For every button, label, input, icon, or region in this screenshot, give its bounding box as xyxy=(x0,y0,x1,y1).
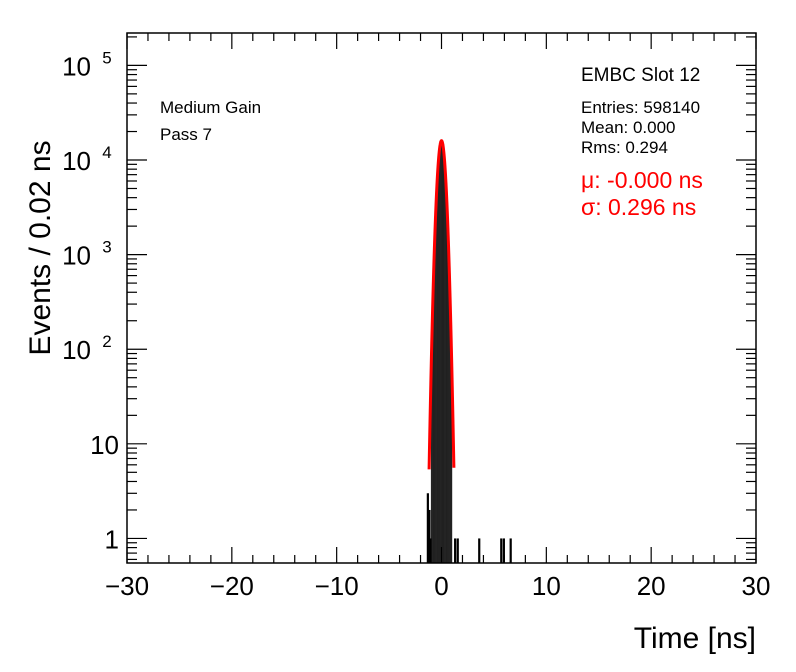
x-axis-title: Time [ns] xyxy=(634,622,756,655)
y-tick-exponent: 3 xyxy=(102,238,111,257)
y-tick-label: 1 xyxy=(105,524,119,554)
x-tick-label: 30 xyxy=(742,571,771,601)
fit-mu: μ: -0.000 ns xyxy=(581,167,703,193)
fit-curve-group xyxy=(427,139,456,470)
x-tick-label: 10 xyxy=(532,571,561,601)
y-tick-label: 10 xyxy=(62,146,91,176)
stats-mean: Mean: 0.000 xyxy=(581,118,676,137)
fit-curve xyxy=(427,139,456,470)
y-tick-label: 10 xyxy=(90,430,119,460)
axis-ticks xyxy=(126,33,757,563)
x-tick-label: −10 xyxy=(315,571,359,601)
y-tick-exponent: 4 xyxy=(102,143,111,162)
y-tick-labels: 1 10 10 2 10 3 10 4 10 5 xyxy=(62,48,119,554)
x-tick-label: −30 xyxy=(105,571,149,601)
y-tick-exponent: 5 xyxy=(102,48,111,67)
histogram xyxy=(426,140,512,564)
x-tick-label: 20 xyxy=(637,571,666,601)
y-axis-title: Events / 0.02 ns xyxy=(24,140,57,355)
stats-title: EMBC Slot 12 xyxy=(581,65,700,86)
fit-sigma: σ: 0.296 ns xyxy=(581,194,696,220)
y-tick-label: 10 xyxy=(62,51,91,81)
stats-entries: Entries: 598140 xyxy=(581,98,700,117)
pass-annotation: Pass 7 xyxy=(160,125,212,144)
x-tick-labels: −30 −20 −10 0 10 20 30 xyxy=(105,571,771,601)
y-tick-label: 10 xyxy=(62,335,91,365)
stats-rms: Rms: 0.294 xyxy=(581,138,668,157)
y-tick-label: 10 xyxy=(62,241,91,271)
x-tick-label: 0 xyxy=(434,571,448,601)
gain-annotation: Medium Gain xyxy=(160,98,261,117)
x-tick-label: −20 xyxy=(210,571,254,601)
y-tick-exponent: 2 xyxy=(102,332,111,351)
